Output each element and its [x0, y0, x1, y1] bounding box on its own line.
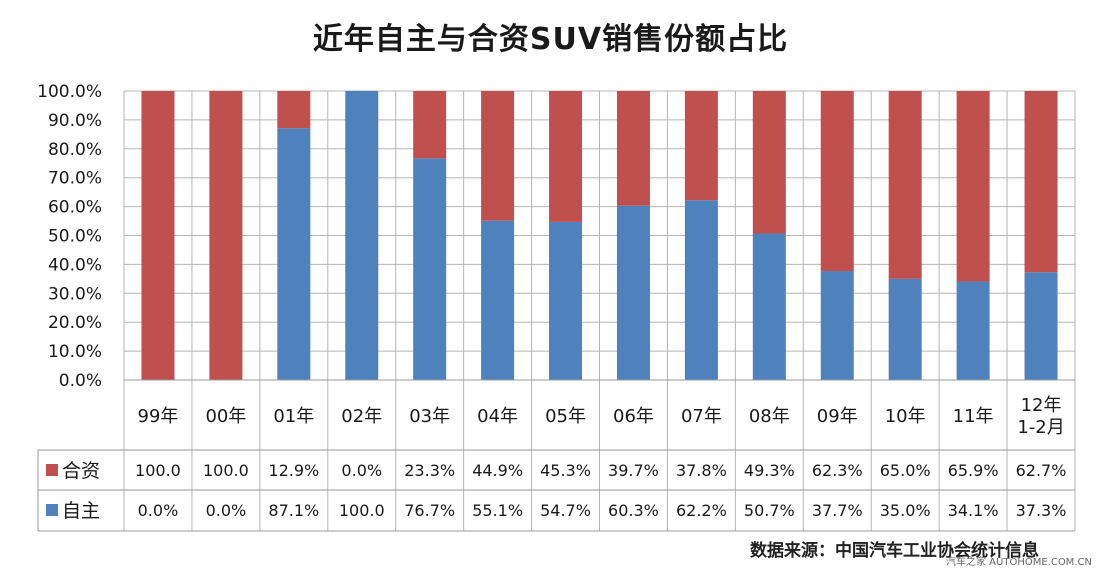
data-label: 34.1%	[948, 501, 999, 520]
data-label: 55.1%	[472, 501, 523, 520]
data-label: 12.9%	[268, 461, 319, 480]
category-label: 10年	[885, 406, 926, 427]
category-label: 01年	[273, 406, 314, 427]
bar-segment-joint	[684, 91, 718, 201]
data-label: 62.3%	[812, 461, 863, 480]
y-tick-label: 80.0%	[48, 140, 102, 160]
bar-segment-joint	[956, 91, 990, 282]
data-label: 65.9%	[948, 461, 999, 480]
bar-segment-joint	[413, 91, 447, 159]
data-label: 37.7%	[812, 501, 863, 520]
bar-segment-domestic	[888, 278, 922, 380]
category-label: 11年	[953, 406, 994, 427]
legend-label-joint: 合资	[62, 460, 100, 482]
bar-segment-joint	[1024, 91, 1058, 273]
data-label: 35.0%	[880, 501, 931, 520]
bar-segment-domestic	[1024, 272, 1058, 380]
bar-segment-domestic	[752, 233, 786, 380]
category-label: 03年	[409, 406, 450, 427]
bar-segment-joint	[141, 91, 175, 380]
bar-segment-domestic	[616, 205, 650, 380]
data-label: 37.3%	[1016, 501, 1067, 520]
bar-segment-joint	[549, 91, 583, 222]
legend-label-domestic: 自主	[62, 500, 100, 522]
gridlines	[123, 90, 1076, 531]
data-label: 100.0	[339, 501, 385, 520]
category-label: 08年	[749, 406, 790, 427]
bars	[141, 91, 1058, 380]
category-label: 99年	[138, 406, 179, 427]
y-tick-label: 70.0%	[48, 169, 102, 189]
data-label: 0.0%	[341, 461, 382, 480]
category-label: 02年	[341, 406, 382, 427]
legend-swatch-joint	[46, 464, 58, 476]
data-label: 37.8%	[676, 461, 727, 480]
category-label: 09年	[817, 406, 858, 427]
category-label: 12年 1-2月	[1017, 395, 1064, 438]
y-axis-ticks: 0.0% 10.0% 20.0% 30.0% 40.0% 50.0% 60.0% 70.0% 8…	[37, 82, 102, 391]
data-label: 62.7%	[1016, 461, 1067, 480]
data-label: 44.9%	[472, 461, 523, 480]
bar-segment-joint	[752, 91, 786, 234]
bar-segment-domestic	[413, 158, 447, 380]
bar-segment-joint	[888, 91, 922, 279]
category-label: 05年	[545, 406, 586, 427]
bar-segment-joint	[616, 91, 650, 206]
bar-segment-domestic	[956, 281, 990, 380]
bar-segment-joint	[820, 91, 854, 272]
y-tick-label: 40.0%	[48, 255, 102, 275]
data-label: 39.7%	[608, 461, 659, 480]
bar-segment-joint	[481, 91, 515, 221]
bar-segment-joint	[277, 91, 311, 129]
y-tick-label: 100.0%	[37, 82, 102, 102]
y-tick-label: 60.0%	[48, 198, 102, 218]
source-note: 数据来源：中国汽车工业协会统计信息	[750, 541, 1039, 561]
data-label: 50.7%	[744, 501, 795, 520]
bar-segment-domestic	[481, 220, 515, 380]
data-label: 60.3%	[608, 501, 659, 520]
data-label: 49.3%	[744, 461, 795, 480]
data-label: 62.2%	[676, 501, 727, 520]
data-label: 100.0	[203, 461, 249, 480]
category-label: 06年	[613, 406, 654, 427]
y-tick-label: 20.0%	[48, 313, 102, 333]
bar-segment-domestic	[820, 271, 854, 380]
y-tick-label: 10.0%	[48, 342, 102, 362]
y-tick-label: 30.0%	[48, 284, 102, 304]
y-tick-label: 0.0%	[59, 371, 102, 391]
data-label: 100.0	[135, 461, 181, 480]
category-label: 07年	[681, 406, 722, 427]
legend-swatch-domestic	[46, 504, 58, 516]
data-table: 99年 00年 01年 02年 03年 04年 05年 06年 07年 08年 09年 10年 11年 1…	[37, 379, 1075, 532]
category-label: 00年	[205, 406, 246, 427]
data-label: 0.0%	[138, 501, 179, 520]
data-label: 54.7%	[540, 501, 591, 520]
data-label: 76.7%	[404, 501, 455, 520]
watermark: 汽车之家 AUTOHOME.COM.CN	[946, 557, 1092, 568]
data-label: 45.3%	[540, 461, 591, 480]
bar-segment-domestic	[684, 200, 718, 380]
bar-segment-domestic	[277, 128, 311, 380]
data-label: 65.0%	[880, 461, 931, 480]
category-label: 04年	[477, 406, 518, 427]
chart-title: 近年自主与合资SUV销售份额占比	[312, 22, 789, 57]
bar-segment-domestic	[549, 221, 583, 380]
bar-segment-domestic	[345, 91, 379, 380]
data-label: 0.0%	[206, 501, 247, 520]
y-tick-label: 90.0%	[48, 111, 102, 131]
data-label: 23.3%	[404, 461, 455, 480]
bar-segment-joint	[209, 91, 243, 380]
y-tick-label: 50.0%	[48, 227, 102, 247]
data-label: 87.1%	[268, 501, 319, 520]
